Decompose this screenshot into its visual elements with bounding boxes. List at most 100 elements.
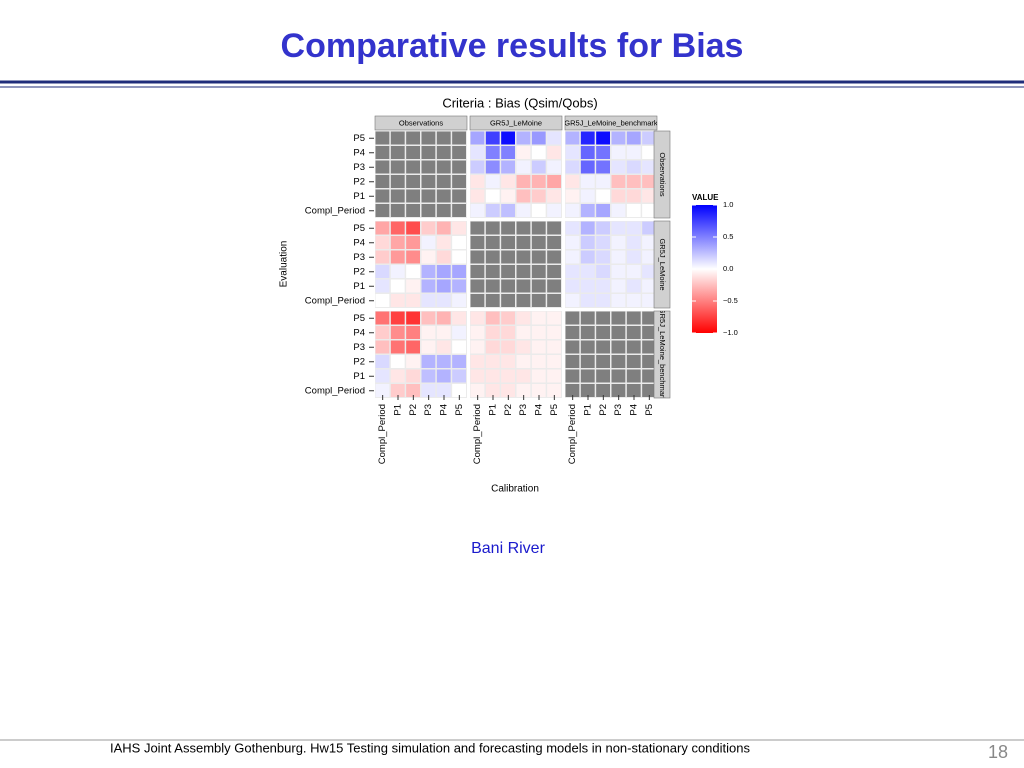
x-tick-label: P4 bbox=[439, 404, 450, 416]
y-tick-label: P4 bbox=[353, 237, 365, 248]
facet-label: Observations bbox=[399, 118, 443, 127]
heat-cell bbox=[580, 189, 595, 203]
heat-cell bbox=[452, 131, 466, 145]
heat-cell bbox=[547, 236, 561, 249]
heat-cell bbox=[580, 340, 595, 354]
heat-cell bbox=[547, 355, 561, 368]
heat-cell bbox=[452, 204, 466, 217]
heat-cell bbox=[485, 355, 500, 368]
heat-cell bbox=[611, 189, 626, 203]
panel-background bbox=[375, 221, 467, 308]
y-tick-label: P4 bbox=[353, 327, 365, 338]
x-tick-label: P5 bbox=[454, 404, 465, 416]
heat-cell bbox=[642, 131, 656, 145]
heat-cell bbox=[452, 221, 466, 235]
heat-cell bbox=[406, 175, 420, 188]
page-number: 18 bbox=[988, 742, 1008, 762]
heat-cell bbox=[390, 236, 405, 249]
footer: IAHS Joint Assembly Gothenburg. Hw15 Tes… bbox=[110, 740, 750, 755]
heat-cell bbox=[531, 221, 546, 235]
heat-cell bbox=[611, 265, 626, 278]
heat-cell bbox=[547, 369, 561, 383]
heat-cell bbox=[642, 146, 656, 159]
heat-cell bbox=[375, 236, 390, 249]
heat-cell bbox=[421, 189, 436, 203]
heat-cell bbox=[406, 131, 420, 145]
heat-cell bbox=[642, 279, 656, 293]
heat-cell bbox=[516, 340, 531, 354]
heat-cell bbox=[531, 279, 546, 293]
heat-cell bbox=[421, 384, 436, 397]
heat-cell bbox=[436, 189, 451, 203]
heat-cell bbox=[390, 294, 405, 307]
heat-cell bbox=[452, 294, 466, 307]
facet-label: GR5J_LeMoine_benchmark bbox=[658, 308, 667, 402]
heat-cell bbox=[452, 279, 466, 293]
heat-cell bbox=[485, 384, 500, 397]
heat-cell bbox=[485, 189, 500, 203]
facet-label: Observations bbox=[658, 152, 667, 196]
heat-cell bbox=[501, 340, 515, 354]
heat-cell bbox=[406, 294, 420, 307]
heat-cell bbox=[516, 355, 531, 368]
heat-cell bbox=[596, 160, 610, 174]
heat-cell bbox=[642, 265, 656, 278]
heat-cell bbox=[501, 250, 515, 264]
heat-cell bbox=[452, 250, 466, 264]
facet-label: GR5J_LeMoine bbox=[658, 238, 667, 290]
facet-strip bbox=[653, 310, 671, 399]
x-tick-label: P5 bbox=[644, 404, 655, 416]
heat-cell bbox=[516, 279, 531, 293]
heat-cell bbox=[485, 340, 500, 354]
heat-cell bbox=[501, 326, 515, 339]
heat-cell bbox=[436, 294, 451, 307]
heat-cell bbox=[596, 340, 610, 354]
heat-cell bbox=[565, 384, 580, 397]
heat-cell bbox=[611, 326, 626, 339]
heat-cell bbox=[596, 189, 610, 203]
heat-cell bbox=[611, 355, 626, 368]
heat-cell bbox=[406, 326, 420, 339]
heat-cell bbox=[375, 175, 390, 188]
heat-cell bbox=[485, 279, 500, 293]
heat-cell bbox=[565, 204, 580, 217]
heat-cell bbox=[501, 146, 515, 159]
heat-cell bbox=[406, 236, 420, 249]
heat-cell bbox=[611, 294, 626, 307]
heat-cell bbox=[501, 279, 515, 293]
heat-cell bbox=[596, 326, 610, 339]
heat-cell bbox=[485, 250, 500, 264]
heat-cell bbox=[611, 160, 626, 174]
heat-cell bbox=[390, 146, 405, 159]
heat-cell bbox=[611, 340, 626, 354]
heat-cell bbox=[390, 160, 405, 174]
heat-cell bbox=[406, 265, 420, 278]
facet-strip bbox=[653, 220, 671, 309]
heat-cell bbox=[421, 311, 436, 325]
heat-cell bbox=[580, 326, 595, 339]
x-tick-label: P2 bbox=[503, 404, 514, 416]
heat-cell bbox=[596, 265, 610, 278]
heat-cell bbox=[596, 146, 610, 159]
y-tick-label: Compl_Period bbox=[305, 295, 365, 306]
heat-cell bbox=[642, 355, 656, 368]
heat-cell bbox=[626, 131, 641, 145]
y-tick-label: Compl_Period bbox=[305, 385, 365, 396]
heat-cell bbox=[485, 294, 500, 307]
caption: Bani River bbox=[471, 540, 545, 557]
heat-cell bbox=[375, 189, 390, 203]
facet-strip bbox=[564, 115, 658, 131]
heat-cell bbox=[547, 311, 561, 325]
heat-cell bbox=[421, 294, 436, 307]
heat-cell bbox=[596, 175, 610, 188]
heat-cell bbox=[626, 221, 641, 235]
heat-cell bbox=[390, 221, 405, 235]
heat-cell bbox=[516, 311, 531, 325]
heat-cell bbox=[501, 369, 515, 383]
heat-cell bbox=[626, 326, 641, 339]
heat-cell bbox=[470, 221, 485, 235]
heat-cell bbox=[565, 236, 580, 249]
heat-cell bbox=[516, 369, 531, 383]
heat-cell bbox=[611, 311, 626, 325]
